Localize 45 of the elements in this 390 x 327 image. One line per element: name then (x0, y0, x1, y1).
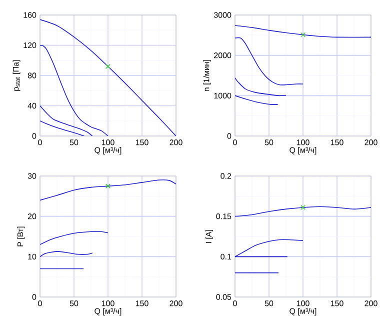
x-tick-label: 0 (233, 300, 237, 306)
x-tick-label: 150 (136, 300, 148, 306)
x-tick-label: 100 (296, 300, 310, 306)
x-tick-label: 200 (170, 300, 182, 306)
y-axis-title: I [А] (206, 230, 214, 243)
y-tick-label: 10 (28, 254, 36, 260)
y-axis-title: p$_{stat}$ [Па] (12, 60, 20, 91)
y-tick-label: 120 (24, 42, 36, 48)
x-tick-label: 0 (38, 140, 42, 146)
y-tick-label: 0.2 (220, 173, 232, 179)
y-tick-label: 1000 (214, 92, 232, 98)
y-tick-label: 40 (28, 102, 36, 109)
x-axis-title: Q [м³/ч] (94, 308, 122, 316)
x-tick-label: 50 (70, 140, 78, 146)
y-tick-label: 0.05 (216, 294, 232, 300)
x-tick-label: 100 (102, 300, 114, 306)
x-tick-label: 50 (70, 300, 78, 306)
x-tick-label: 50 (264, 140, 274, 146)
x-tick-label: 0 (38, 300, 42, 306)
y-tick-label: 0.1 (220, 254, 232, 260)
x-axis-title: Q [м³/ч] (290, 308, 316, 316)
x-tick-label: 100 (296, 140, 310, 146)
y-tick-label: 0 (227, 133, 232, 139)
y-tick-label: 0 (32, 294, 36, 300)
x-tick-label: 150 (330, 140, 344, 146)
y-tick-label: 2000 (214, 52, 232, 58)
x-tick-label: 150 (136, 140, 148, 146)
x-tick-label: 200 (170, 140, 182, 146)
y-axis-title: P [Вт] (17, 226, 25, 246)
x-tick-label: 150 (330, 300, 344, 306)
x-tick-label: 200 (364, 300, 378, 306)
x-tick-label: 0 (233, 140, 237, 146)
x-tick-label: 200 (364, 140, 378, 146)
y-tick-label: 20 (28, 214, 36, 220)
x-axis-title: Q [м³/ч] (290, 147, 316, 155)
x-tick-label: 50 (264, 300, 274, 306)
x-tick-label: 100 (102, 140, 114, 146)
y-tick-label: 30 (28, 173, 36, 179)
y-tick-label: 3000 (214, 12, 232, 18)
y-axis-title: n [1/мин] (203, 60, 211, 92)
y-tick-label: 160 (24, 12, 36, 18)
x-axis-title: Q [м³/ч] (94, 147, 122, 155)
y-tick-label: 80 (28, 72, 36, 78)
y-tick-label: 0.15 (216, 214, 232, 220)
y-tick-label: 0 (32, 133, 36, 139)
